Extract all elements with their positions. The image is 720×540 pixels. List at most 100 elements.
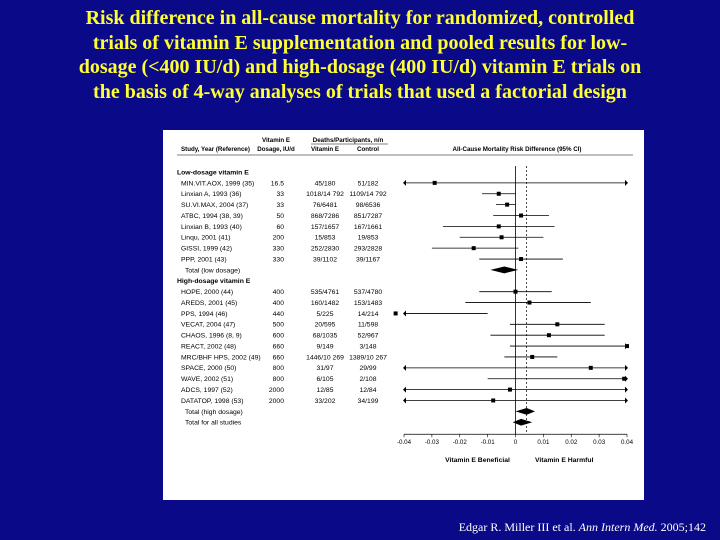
- study-control-10: 14/214: [358, 311, 379, 318]
- study-control-17: 12/84: [359, 387, 376, 394]
- study-control-4: 167/1661: [354, 224, 383, 231]
- study-vitamin-e-10: 5/225: [316, 311, 333, 318]
- study-vitamin-e-7: 39/1102: [313, 256, 337, 263]
- group-total-label-0: Total (low dosage): [185, 267, 240, 274]
- point-estimate-13: [625, 344, 629, 349]
- study-control-9: 153/1483: [354, 300, 383, 307]
- study-dosage-12: 600: [273, 333, 285, 340]
- point-estimate-3: [519, 213, 524, 218]
- study-name-14: MRC/BHF HPS, 2002 (49): [181, 354, 261, 361]
- x-tick-label-3: -0.01: [481, 439, 496, 446]
- ci-arrow-left-0: [403, 179, 406, 186]
- study-control-13: 3/148: [359, 343, 376, 350]
- study-dosage-11: 500: [273, 322, 285, 329]
- study-vitamin-e-1: 1018/14 792: [306, 191, 344, 198]
- point-estimate-10: [393, 311, 398, 316]
- study-dosage-3: 50: [276, 213, 284, 220]
- study-control-15: 29/99: [359, 365, 376, 372]
- footer-beneficial-label: Vitamin E Beneficial: [445, 457, 510, 464]
- study-vitamin-e-12: 68/1035: [313, 333, 338, 340]
- study-control-14: 1389/10 267: [349, 354, 387, 361]
- x-tick-label-8: 0.04: [621, 439, 634, 446]
- study-control-11: 11/598: [358, 322, 379, 329]
- slide-title-line-3: dosage (<400 IU/d) and high-dosage (400 …: [78, 56, 642, 78]
- slide-title: Risk difference in all-cause mortality f…: [0, 6, 720, 104]
- study-dosage-2: 33: [276, 202, 284, 209]
- study-control-12: 52/967: [358, 333, 379, 340]
- study-vitamin-e-17: 12/85: [316, 387, 333, 394]
- study-dosage-18: 2000: [269, 398, 284, 405]
- ci-arrow-left-15: [403, 364, 406, 371]
- point-estimate-18: [491, 398, 496, 403]
- study-name-7: PPP, 2001 (43): [181, 256, 227, 263]
- ci-arrow-right-0: [625, 179, 628, 186]
- study-vitamin-e-0: 45/180: [315, 180, 336, 187]
- study-control-1: 1109/14 792: [349, 191, 387, 198]
- group-label-0: Low-dosage vitamin E: [177, 169, 249, 176]
- point-estimate-12: [546, 333, 551, 338]
- study-vitamin-e-18: 33/202: [315, 398, 336, 405]
- x-tick-label-4: 0: [514, 439, 518, 446]
- study-name-0: MIN.VIT.AOX, 1999 (35): [181, 180, 254, 187]
- citation-authors: Edgar R. Miller III et al.: [458, 520, 576, 534]
- study-dosage-1: 33: [276, 191, 284, 198]
- study-control-6: 293/2828: [354, 246, 383, 253]
- study-name-8: HOPE, 2000 (44): [181, 289, 233, 296]
- study-vitamin-e-3: 868/7286: [311, 213, 340, 220]
- study-name-12: CHAOS, 1996 (8, 9): [181, 333, 242, 340]
- forest-plot-figure: Vitamin E Dosage, IU/d Deaths/Participants…: [163, 130, 644, 500]
- study-control-3: 851/7287: [354, 213, 383, 220]
- study-vitamin-e-11: 20/595: [315, 322, 336, 329]
- study-dosage-7: 330: [273, 256, 285, 263]
- study-name-16: WAVE, 2002 (51): [181, 376, 233, 383]
- study-name-1: Linxian A, 1993 (36): [181, 191, 241, 198]
- header-dosage-line1: Vitamin E: [262, 137, 290, 144]
- study-name-6: GISSI, 1999 (42): [181, 246, 232, 253]
- study-name-18: DATATOP, 1998 (53): [181, 398, 243, 405]
- header-deaths: Deaths/Participants, n/n: [313, 137, 384, 144]
- citation-year-volume: 2005;142: [660, 520, 706, 534]
- study-control-16: 2/108: [359, 376, 376, 383]
- point-estimate-7: [519, 257, 524, 262]
- study-name-9: AREDS, 2001 (45): [181, 300, 237, 307]
- ci-arrow-left-18: [403, 397, 406, 404]
- group-total-label-1: Total (high dosage): [185, 409, 243, 416]
- point-estimate-11: [555, 322, 560, 327]
- study-dosage-4: 60: [276, 224, 284, 231]
- study-dosage-5: 200: [273, 235, 285, 242]
- ci-arrow-right-17: [625, 386, 628, 393]
- citation: Edgar R. Miller III et al. Ann Intern Me…: [459, 520, 706, 535]
- group-total-diamond-1: [515, 407, 536, 415]
- study-dosage-8: 400: [273, 289, 285, 296]
- ci-arrow-right-15: [625, 364, 628, 371]
- study-control-8: 537/4780: [354, 289, 383, 296]
- study-name-11: VECAT, 2004 (47): [181, 322, 235, 329]
- study-control-2: 98/6536: [356, 202, 381, 209]
- study-dosage-6: 330: [273, 246, 285, 253]
- study-vitamin-e-8: 535/4761: [311, 289, 340, 296]
- study-name-2: SU.VI.MAX, 2004 (37): [181, 202, 248, 209]
- slide-title-line-2: trials of vitamin E supplementation and …: [92, 31, 628, 54]
- x-tick-label-6: 0.02: [565, 439, 578, 446]
- point-estimate-17: [507, 387, 512, 392]
- footer-harmful-label: Vitamin E Harmful: [535, 457, 594, 464]
- point-estimate-5: [499, 235, 504, 240]
- study-vitamin-e-2: 76/6481: [313, 202, 338, 209]
- point-estimate-16: [622, 376, 627, 381]
- citation-journal: Ann Intern Med.: [578, 520, 658, 534]
- study-dosage-10: 440: [273, 311, 285, 318]
- point-estimate-2: [505, 202, 510, 207]
- study-vitamin-e-5: 15/853: [315, 235, 336, 242]
- study-vitamin-e-14: 1446/10 269: [306, 354, 344, 361]
- study-vitamin-e-16: 6/105: [316, 376, 333, 383]
- study-name-10: PPS, 1994 (46): [181, 311, 227, 318]
- study-dosage-9: 400: [273, 300, 285, 307]
- study-dosage-17: 2000: [269, 387, 284, 394]
- slide-title-line-1: Risk difference in all-cause mortality f…: [85, 7, 635, 29]
- x-tick-label-7: 0.03: [593, 439, 606, 446]
- point-estimate-6: [471, 246, 476, 251]
- study-vitamin-e-4: 157/1657: [311, 224, 340, 231]
- study-name-17: ADCS, 1997 (52): [181, 387, 233, 394]
- point-estimate-4: [496, 224, 501, 229]
- study-control-18: 34/199: [358, 398, 379, 405]
